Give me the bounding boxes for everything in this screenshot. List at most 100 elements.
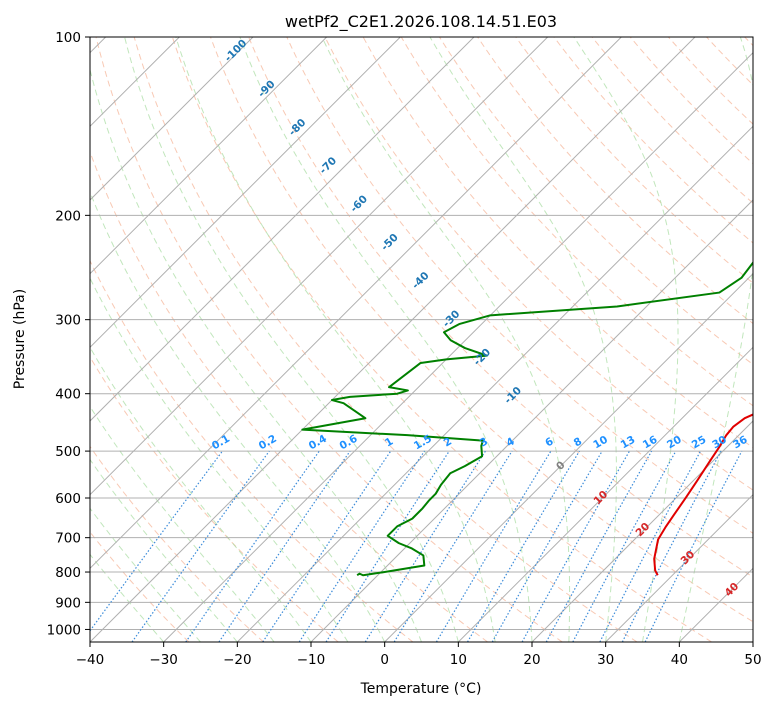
dry-adiabat-line (477, 37, 753, 325)
plot-area (90, 37, 753, 642)
dry-adiabat-line (591, 37, 753, 204)
moist-adiabat-line (239, 37, 533, 642)
moist-adiabat-line (429, 37, 617, 642)
dry-adiabat-line (171, 37, 712, 642)
dry-adiabat-line (324, 37, 753, 491)
dry-adiabat-label: -60 (348, 193, 370, 215)
mixing-ratio-line (435, 450, 552, 642)
plot-frame (89, 36, 754, 643)
mixing-ratio-label: 13 (619, 434, 638, 452)
isotherm-line (384, 272, 753, 642)
moist-adiabat-line (573, 37, 679, 642)
mixing-ratio-line (364, 450, 486, 642)
dry-adiabat-label: -80 (287, 117, 309, 139)
moist-adiabat-line (90, 553, 165, 642)
moist-adiabat-line (90, 346, 312, 642)
dry-adiabat-label: -20 (471, 346, 493, 368)
mixing-ratio-line (298, 450, 425, 642)
x-tick-label: 0 (380, 652, 389, 668)
dry-adiabat-line (210, 37, 753, 623)
y-tick-label: 800 (55, 565, 81, 581)
y-tick-label: 600 (55, 491, 81, 507)
isotherm-line (90, 37, 475, 422)
dry-adiabat-line (553, 37, 753, 244)
chart-title: wetPf2_C2E1.2026.108.14.51.E03 (285, 12, 557, 32)
y-tick-label: 500 (55, 444, 81, 460)
x-tick-label: 20 (523, 652, 540, 668)
mixing-ratio-label: 0.4 (307, 433, 329, 453)
mixing-ratio-label: 8 (572, 435, 584, 449)
moist-adiabat-line (90, 67, 422, 642)
isotherm-line (531, 420, 753, 642)
x-tick-label: −20 (223, 652, 252, 668)
dry-adiabat-line (515, 37, 753, 284)
y-tick-label: 300 (55, 313, 81, 329)
x-axis-label: Temperature (°C) (360, 681, 482, 697)
x-tick-label: −30 (149, 652, 178, 668)
isotherm-line (90, 37, 622, 570)
moist-adiabat-label: 20 (633, 520, 652, 539)
mixing-ratio-line (185, 450, 320, 642)
mixing-ratio-line (393, 450, 513, 642)
isotherm-line (236, 125, 753, 642)
y-axis-label: Pressure (hPa) (12, 289, 28, 389)
x-tick-label: −40 (76, 652, 105, 668)
mixing-ratio-line (521, 450, 631, 642)
moist-adiabat-label: 30 (678, 548, 697, 567)
moist-adiabat-line (678, 37, 753, 642)
mixing-ratio-label: 0.2 (257, 433, 279, 453)
x-tick-label: 30 (597, 652, 614, 668)
mixing-ratio-line (131, 450, 270, 642)
dry-adiabat-line (133, 37, 638, 642)
mixing-ratio-label: 36 (731, 434, 750, 452)
moist-adiabat-line (321, 37, 571, 642)
dry-adiabat-line (400, 37, 753, 407)
isotherm-line (90, 37, 696, 642)
isotherm-line (605, 493, 753, 642)
mixing-ratio-line (572, 450, 677, 642)
dry-adiabat-label: -10 (502, 385, 524, 407)
mixing-ratio-line (262, 450, 392, 642)
dry-adiabat-line (90, 531, 190, 642)
x-tick-label: −10 (297, 652, 326, 668)
dry-adiabat-line (90, 150, 488, 642)
moist-adiabat-line (90, 277, 349, 642)
dry-adiabat-label: -100 (222, 37, 249, 64)
dry-adiabat-line (248, 37, 753, 578)
y-tick-label: 200 (55, 208, 81, 224)
isotherm-line (90, 37, 328, 275)
y-tick-label: 400 (55, 387, 81, 403)
moist-adiabat-line (90, 507, 201, 642)
dewpoint-series (301, 261, 753, 577)
dry-adiabat-line (90, 445, 264, 642)
isotherm-line (457, 346, 753, 642)
isotherm-line (752, 641, 753, 642)
dry-adiabat-line (668, 37, 753, 125)
y-tick-label: 1000 (47, 622, 81, 638)
mixing-ratio-label: 16 (641, 434, 660, 452)
isotherm-line (90, 37, 549, 496)
mixing-ratio-line (644, 450, 743, 642)
mixing-ratio-label: 1 (383, 435, 395, 449)
moist-adiabat-line (90, 405, 275, 642)
mixing-ratio-line (545, 450, 653, 642)
dry-adiabat-label: -30 (441, 308, 463, 330)
mixing-ratio-label: 25 (690, 434, 709, 452)
dry-adiabat-line (90, 259, 414, 642)
dry-adiabat-line (744, 37, 753, 47)
dry-adiabat-line (95, 37, 563, 642)
mixing-ratio-line (466, 450, 580, 642)
dry-adiabat-line (706, 37, 753, 86)
moist-adiabat-line (124, 37, 459, 642)
dry-adiabat-line (629, 37, 753, 165)
y-tick-label: 100 (55, 30, 81, 46)
moist-adiabat-line (175, 37, 496, 642)
mixing-ratio-label: 10 (591, 434, 610, 452)
temperature-series (653, 413, 753, 576)
mixing-ratio-label: 6 (543, 435, 555, 449)
moist-adiabat-line (90, 190, 386, 642)
isotherm-line (90, 37, 401, 349)
mixing-ratio-line (599, 450, 702, 642)
